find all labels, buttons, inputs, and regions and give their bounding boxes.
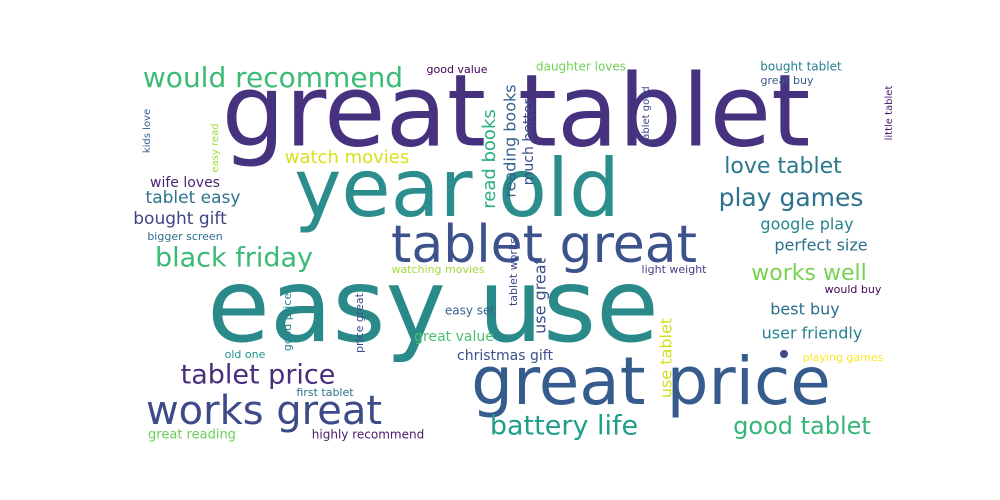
word: good price xyxy=(281,293,294,352)
word: tablet price xyxy=(181,360,336,391)
word: works great xyxy=(146,388,382,434)
word: play games xyxy=(719,183,864,212)
word: use tablet xyxy=(657,318,676,398)
word: easy use xyxy=(207,247,659,366)
word: great buy xyxy=(760,74,814,87)
word: bigger screen xyxy=(147,230,222,243)
word: christmas gift xyxy=(457,348,553,364)
word: tablet works xyxy=(507,238,520,306)
word: love tablet xyxy=(724,154,842,179)
word: much better xyxy=(521,99,537,186)
word: black friday xyxy=(155,243,313,274)
word: price great xyxy=(353,292,366,353)
word: watching movies xyxy=(391,263,484,276)
word: tablet great xyxy=(391,215,697,275)
word: light weight xyxy=(642,263,708,276)
word: read books xyxy=(479,109,500,209)
dot-glyph xyxy=(780,350,788,358)
word: reading books xyxy=(501,84,520,197)
word: works well xyxy=(751,261,866,286)
word: great reading xyxy=(148,428,236,443)
word: playing games xyxy=(803,351,884,364)
word: perfect size xyxy=(774,236,867,255)
word: great value xyxy=(414,329,494,345)
word: watch movies xyxy=(285,147,410,168)
word: bought gift xyxy=(133,209,227,229)
word: good tablet xyxy=(733,412,871,440)
word: great price xyxy=(471,343,831,420)
word: best buy xyxy=(770,300,839,319)
word: wife loves xyxy=(150,175,220,191)
word: tablet good xyxy=(641,86,652,143)
word: would recommend xyxy=(143,61,403,94)
word: daughter loves xyxy=(536,60,626,74)
word: easy read xyxy=(210,123,221,172)
word: would buy xyxy=(825,283,882,296)
word: year old xyxy=(294,142,620,235)
word: bought tablet xyxy=(760,60,842,74)
word: old one xyxy=(225,348,266,361)
word: first tablet xyxy=(296,386,354,399)
word: use great xyxy=(531,258,550,334)
word: good value xyxy=(427,63,488,76)
word: easy set xyxy=(445,304,496,318)
word: user friendly xyxy=(762,324,863,343)
word: highly recommend xyxy=(312,428,424,442)
word: tablet easy xyxy=(146,188,241,208)
word: kids love xyxy=(142,109,153,153)
word: little tablet xyxy=(884,86,895,141)
word: great tablet xyxy=(222,52,811,169)
word: battery life xyxy=(490,411,638,442)
word: google play xyxy=(760,215,853,234)
